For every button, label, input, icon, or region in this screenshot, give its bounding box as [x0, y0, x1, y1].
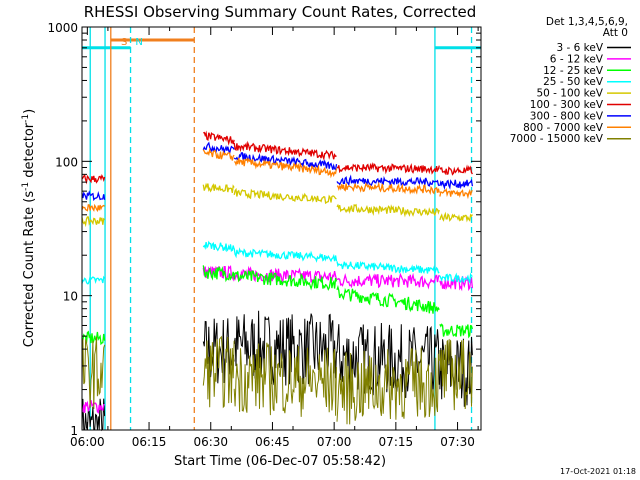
y-tick-label-3: 1000	[47, 21, 78, 35]
legend-label-5: 100 - 300 keV	[530, 99, 604, 111]
x-tick-label-4: 07:00	[317, 435, 352, 449]
plot-frame	[81, 26, 482, 431]
legend-label-8: 7000 - 15000 keV	[510, 133, 604, 145]
y-axis-label: Corrected Count Rate (s-1 detector-1)	[21, 109, 37, 347]
legend-header-1: Att 0	[603, 27, 628, 39]
x-tick-label-0: 06:00	[70, 435, 105, 449]
x-tick-label-5: 07:15	[379, 435, 414, 449]
y-tick-label-2: 100	[55, 155, 78, 169]
x-tick-label-3: 06:45	[255, 435, 290, 449]
x-tick-label-2: 06:30	[193, 435, 228, 449]
series-line-7	[81, 147, 473, 213]
series-line-8	[81, 335, 473, 425]
chart-title: RHESSI Observing Summary Count Rates, Co…	[84, 3, 477, 21]
y-axis-label-main: Corrected Count Rate (s	[22, 191, 37, 348]
y-axis-label-sup1: -1	[21, 182, 31, 191]
legend-label-2: 12 - 25 keV	[543, 65, 604, 77]
legend-label-4: 50 - 100 keV	[536, 88, 603, 100]
series-line-5	[81, 130, 473, 185]
legend-label-1: 6 - 12 keV	[550, 53, 604, 65]
x-tick-label-6: 07:30	[440, 435, 475, 449]
axes: 06:00 06:15 06:30 06:45 07:00 07:15 07:30 1 10 10…	[47, 21, 482, 449]
legend-label-3: 25 - 50 keV	[543, 76, 604, 88]
marker-s: S	[121, 37, 127, 48]
generation-timestamp: 17-Oct-2021 01:18	[560, 467, 636, 476]
y-axis-label-sup2: -1	[21, 114, 31, 123]
series-line-6	[81, 141, 474, 202]
y-axis-label-end: )	[22, 109, 37, 114]
series-line-4	[81, 182, 473, 228]
marker-n: N	[135, 37, 142, 48]
legend-label-7: 800 - 7000 keV	[523, 122, 604, 134]
x-axis-label: Start Time (06-Dec-07 05:58:42)	[174, 454, 386, 469]
y-axis-label-mid: detector	[22, 122, 37, 182]
legend-label-6: 300 - 800 keV	[530, 110, 604, 122]
y-tick-label-1: 10	[63, 290, 78, 304]
legend-label-0: 3 - 6 keV	[556, 42, 603, 54]
y-tick-label-0: 1	[70, 424, 78, 438]
x-tick-label-1: 06:15	[132, 435, 167, 449]
legend-header-0: Det 1,3,4,5,6,9,	[546, 16, 628, 28]
series-line-3	[81, 240, 473, 285]
